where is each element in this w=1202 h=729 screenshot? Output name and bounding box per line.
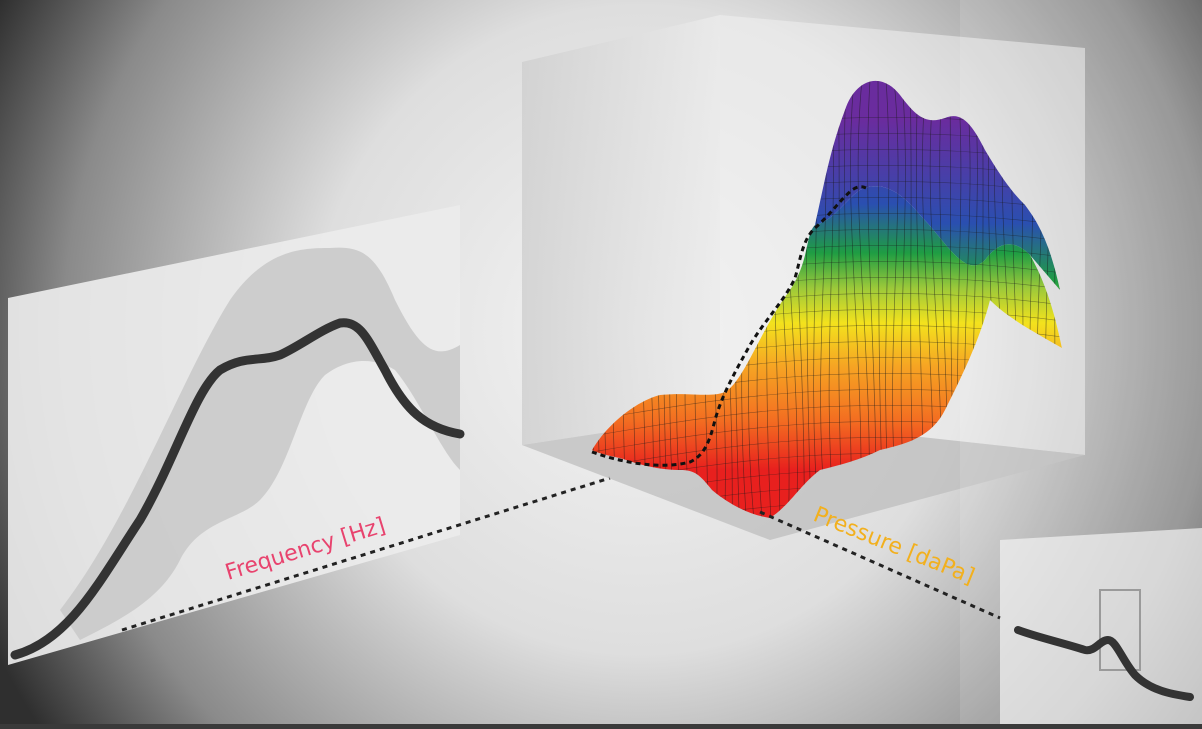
pressure-curve xyxy=(1014,626,1194,701)
frequency-band xyxy=(60,247,460,640)
surface-dotted-edge xyxy=(591,185,867,467)
frequency-panel: Frequency [Hz] xyxy=(8,205,611,665)
surface-front xyxy=(592,186,1062,518)
surface-back-ridge xyxy=(815,80,1060,290)
frequency-curve xyxy=(10,318,465,660)
pressure-peak-window xyxy=(1099,589,1141,671)
box-back-wall xyxy=(522,15,720,445)
pressure-axis-dotted xyxy=(759,510,1001,620)
